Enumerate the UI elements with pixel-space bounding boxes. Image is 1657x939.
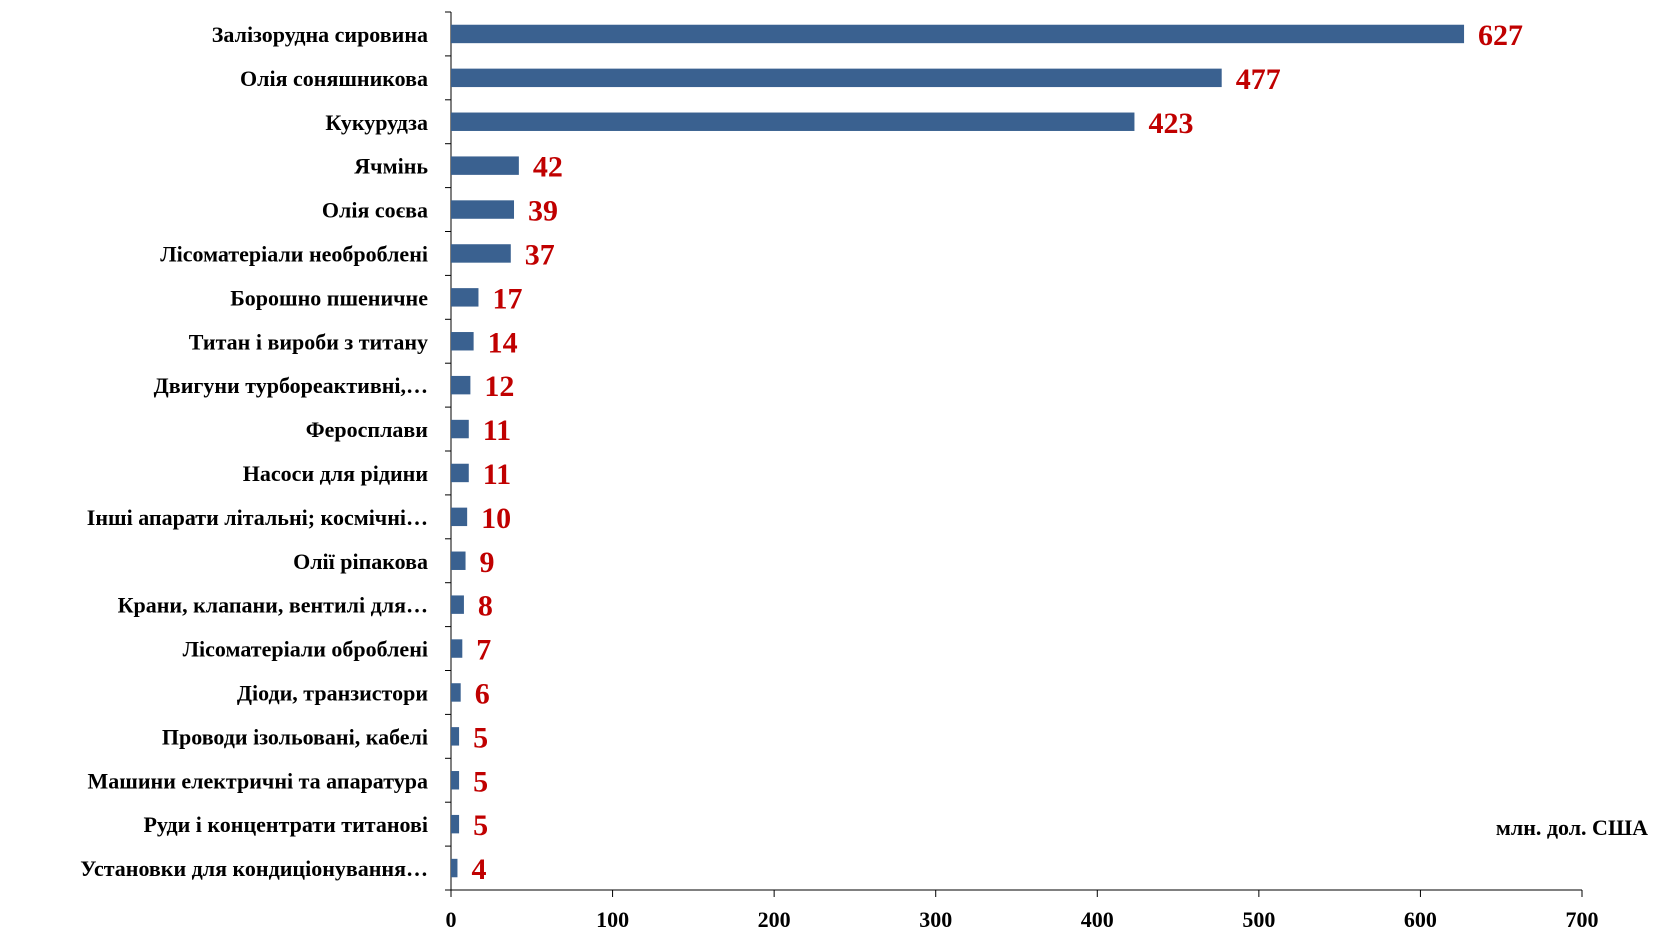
x-axis: 0 100 200 300 400 500 600 700 <box>446 889 1599 932</box>
category-labels: Залізорудна сировина Олія соняшникова Куку… <box>80 22 428 881</box>
category-label: Двигуни турбореактивні,… <box>154 373 428 398</box>
category-label: Феросплави <box>306 417 429 442</box>
bar <box>451 375 471 395</box>
data-label: 4 <box>471 853 486 886</box>
bar <box>451 244 511 263</box>
data-label: 6 <box>475 677 490 710</box>
data-label: 627 <box>1478 19 1523 52</box>
category-label: Олія соняшникова <box>240 66 428 91</box>
data-label: 42 <box>533 151 563 184</box>
bar <box>451 419 469 439</box>
category-label: Лісоматеріали необроблені <box>160 241 428 266</box>
category-label: Насоси для рідини <box>243 461 429 486</box>
category-label: Установки для кондиціонування… <box>80 856 428 881</box>
bar <box>451 595 464 614</box>
bar <box>451 771 460 790</box>
bar <box>451 463 469 483</box>
data-label: 37 <box>525 238 555 271</box>
category-label: Крани, клапани, вентилі для… <box>118 593 428 618</box>
x-tick-label: 500 <box>1242 907 1275 932</box>
category-label: Проводи ізольовані, кабелі <box>162 724 428 749</box>
unit-label: млн. дол. США <box>1496 815 1648 840</box>
bar <box>451 507 468 527</box>
data-label: 5 <box>473 765 488 798</box>
data-label: 11 <box>483 458 511 491</box>
category-label: Руди і концентрати титанові <box>143 812 428 837</box>
category-label: Олії ріпакова <box>293 549 428 574</box>
category-label: Ячмінь <box>354 154 428 179</box>
data-label: 7 <box>476 634 491 667</box>
data-label: 17 <box>492 282 522 315</box>
bar <box>451 639 463 658</box>
bar <box>451 858 458 878</box>
bar <box>451 727 460 746</box>
bars <box>451 24 1465 878</box>
data-label: 12 <box>484 370 514 403</box>
data-label: 14 <box>488 326 518 359</box>
bar <box>451 112 1135 131</box>
bar <box>451 24 1465 44</box>
bar <box>451 156 519 175</box>
category-label: Діоди, транзистори <box>237 680 428 705</box>
bar <box>451 683 461 702</box>
data-label: 8 <box>478 590 493 623</box>
x-tick-label: 200 <box>758 907 791 932</box>
x-tick-label: 700 <box>1566 907 1599 932</box>
category-label: Кукурудза <box>325 110 428 135</box>
x-tick-label: 600 <box>1404 907 1437 932</box>
bar <box>451 68 1222 88</box>
data-label: 39 <box>528 195 558 228</box>
category-label: Титан і вироби з титану <box>189 329 428 354</box>
data-label: 9 <box>480 546 495 579</box>
category-label: Борошно пшеничне <box>230 285 428 310</box>
category-label: Лісоматеріали оброблені <box>183 637 428 662</box>
category-label: Інші апарати літальні; космічні… <box>87 505 428 530</box>
category-label: Машини електричні та апаратура <box>88 768 428 793</box>
bar <box>451 288 479 307</box>
category-label: Залізорудна сировина <box>212 22 428 47</box>
y-axis <box>445 11 452 891</box>
data-label: 10 <box>481 502 511 535</box>
x-tick-label: 100 <box>596 907 629 932</box>
data-label: 5 <box>473 721 488 754</box>
bar <box>451 814 460 834</box>
bar <box>451 551 466 570</box>
category-label: Олія соєва <box>322 198 428 223</box>
x-tick-label: 0 <box>446 907 457 932</box>
bar <box>451 200 515 219</box>
x-tick-label: 300 <box>919 907 952 932</box>
data-label: 5 <box>473 809 488 842</box>
x-tick-label: 400 <box>1081 907 1114 932</box>
data-label: 477 <box>1236 63 1281 96</box>
bar <box>451 332 474 351</box>
data-label: 423 <box>1148 107 1193 140</box>
data-label: 11 <box>483 414 511 447</box>
